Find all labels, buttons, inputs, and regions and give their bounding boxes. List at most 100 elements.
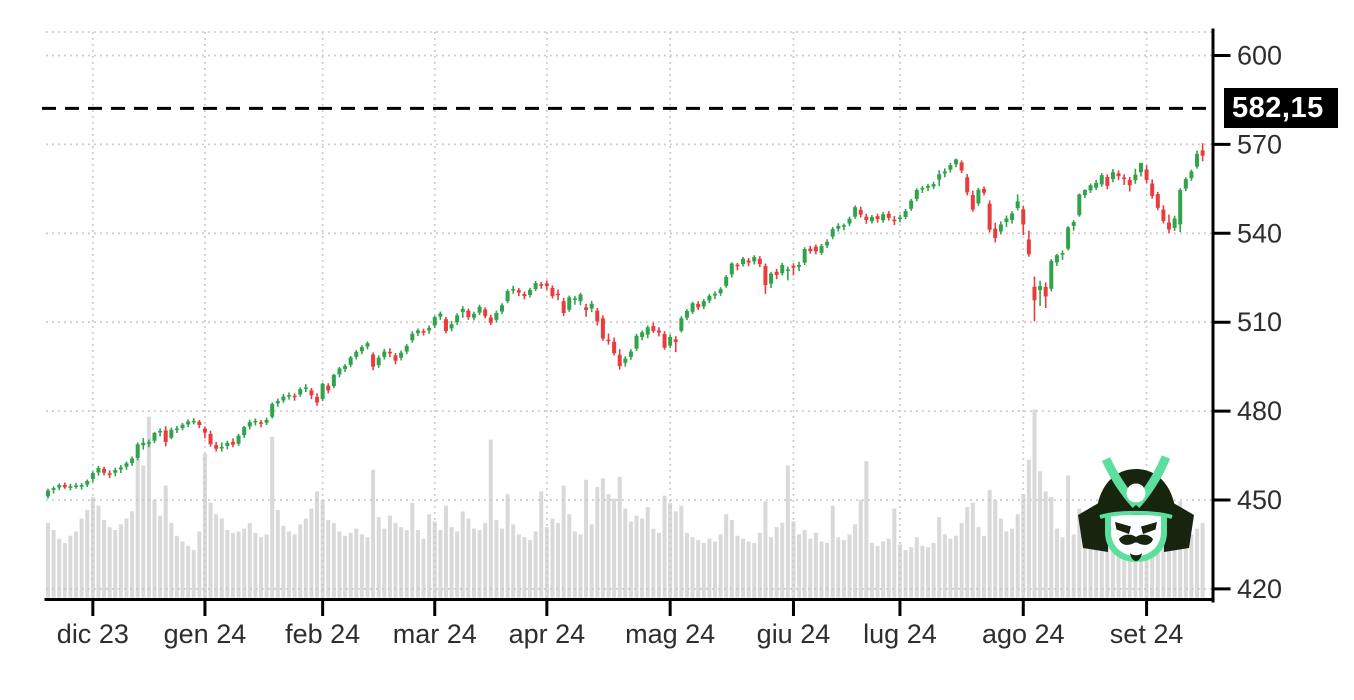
volume-bar (528, 540, 533, 598)
volume-bar (214, 514, 219, 598)
candle-body (937, 174, 942, 180)
volume-bar (892, 508, 897, 598)
volume-bar (1004, 531, 1009, 598)
candle-body (1122, 177, 1127, 180)
candle-body (774, 271, 779, 276)
volume-bar (242, 528, 247, 598)
x-axis-label: set 24 (1110, 619, 1184, 649)
candle-body (113, 470, 118, 473)
volume-bar (1178, 501, 1183, 598)
candle-body (186, 421, 191, 425)
volume-bar (556, 522, 561, 598)
candle-body (146, 442, 151, 444)
candle-body (51, 488, 56, 490)
candle-body (180, 424, 185, 428)
volume-bar (774, 527, 779, 598)
candle-body (494, 313, 499, 320)
x-axis-label: lug 24 (863, 619, 937, 649)
candle-body (1088, 185, 1093, 191)
candle-body (1161, 209, 1166, 222)
volume-bar (701, 542, 706, 598)
volume-bar (942, 534, 947, 598)
candle-body (869, 216, 874, 222)
volume-bar (797, 534, 802, 598)
candle-body (511, 289, 516, 291)
candle-body (488, 317, 493, 323)
candle-body (735, 264, 740, 267)
volume-bar (1021, 494, 1026, 598)
candle-body (247, 422, 252, 427)
candle-body (438, 313, 443, 317)
volume-bar (853, 524, 858, 598)
volume-bar (230, 532, 235, 598)
volume-bar (96, 505, 101, 598)
candle-body (612, 341, 617, 354)
candle-body (836, 225, 841, 229)
candle-body (959, 162, 964, 171)
candle-body (813, 246, 818, 252)
volume-bar (1133, 534, 1138, 598)
y-axis-label: 600 (1237, 41, 1282, 71)
volume-bar (371, 469, 376, 598)
y-axis-label: 450 (1237, 485, 1282, 515)
volume-bar (1116, 542, 1121, 598)
candle-body (303, 387, 308, 389)
volume-bar (191, 550, 196, 598)
candle-body (315, 396, 320, 403)
candle-body (382, 351, 387, 357)
volume-bar (886, 538, 891, 598)
volume-bar (830, 505, 835, 598)
volume-bar (62, 542, 67, 598)
volume-bar (258, 537, 263, 598)
volume-bar (813, 532, 818, 598)
candle-body (427, 327, 432, 331)
candle-body (679, 318, 684, 331)
candle-body (152, 433, 157, 441)
volume-bar (1183, 531, 1188, 598)
candle-body (724, 276, 729, 286)
candle-body (225, 442, 230, 447)
candle-body (118, 467, 123, 470)
volume-bar (488, 439, 493, 598)
candle-body (701, 301, 706, 307)
volume-bar (864, 461, 869, 598)
volume-bar (415, 530, 420, 598)
volume-bar (791, 521, 796, 598)
volume-bar (326, 520, 331, 598)
candle-body (96, 467, 101, 473)
axes: 600 570 540 510 480 450 420 dic 23 gen 24 feb 24 m… (44, 28, 1282, 649)
candle-body (298, 389, 303, 395)
volume-bar (651, 528, 656, 598)
volume-bar (315, 491, 320, 598)
candle-body (841, 225, 846, 227)
volume-bar (746, 541, 751, 598)
volume-bar (920, 545, 925, 598)
candle-body (460, 308, 465, 313)
volume-bar (584, 479, 589, 598)
eye-left-icon (1115, 522, 1131, 534)
candle-body (68, 486, 73, 488)
eye-right-icon (1141, 522, 1157, 534)
x-axis-label: mar 24 (393, 619, 477, 649)
candle-body (970, 195, 975, 210)
volume-bar (421, 538, 426, 598)
candle-body (853, 207, 858, 217)
volume-bar (399, 527, 404, 598)
volume-bar (533, 531, 538, 598)
candle-body (230, 441, 235, 445)
volume-bar (808, 538, 813, 598)
volume-bar (780, 522, 785, 598)
volume-bar (600, 478, 605, 598)
candle-body (544, 283, 549, 287)
x-axis-label: feb 24 (285, 619, 360, 649)
volume-bar (1015, 514, 1020, 598)
volume-bar (612, 498, 617, 598)
candle-body (174, 428, 179, 431)
candle-body (797, 265, 802, 267)
y-axis-label: 420 (1237, 574, 1282, 604)
crest-disc-icon (1126, 483, 1146, 503)
x-axis-label: dic 23 (57, 619, 129, 649)
volume-bar (1172, 527, 1177, 598)
volume-bar (769, 537, 774, 598)
